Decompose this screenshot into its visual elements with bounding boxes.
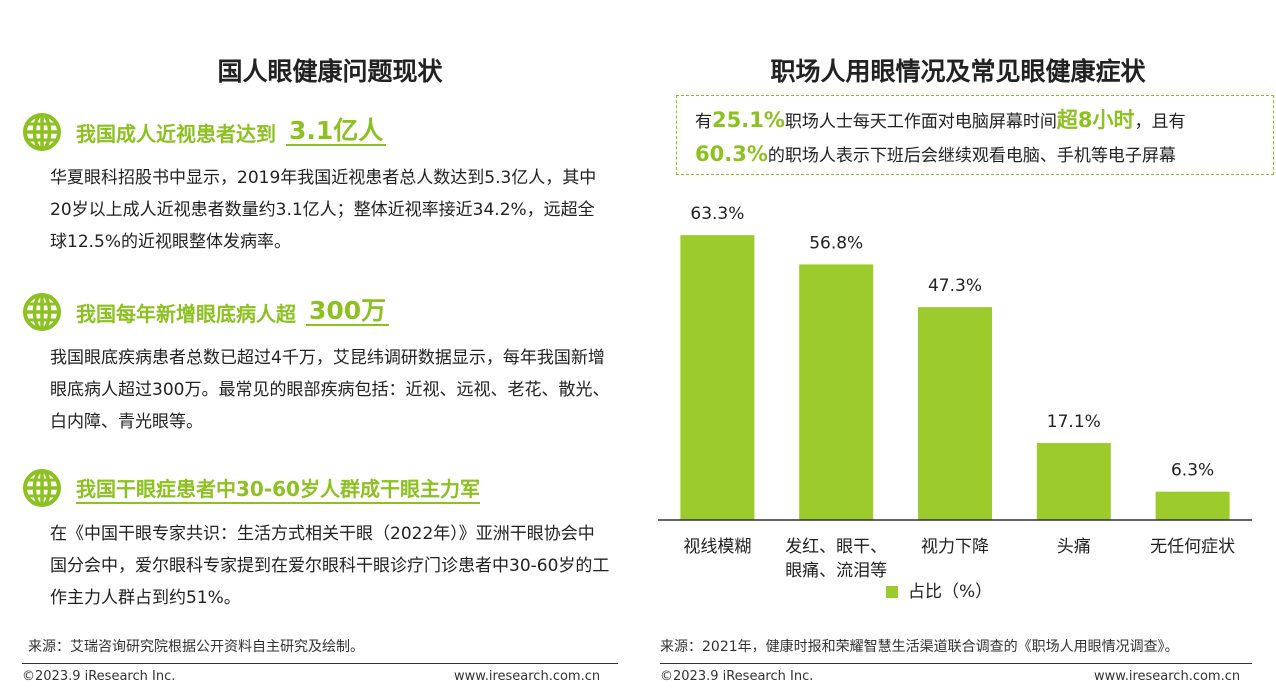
right-footer-divider <box>660 663 1252 664</box>
block-heading: 我国成人近视患者达到 3.1亿人 <box>22 112 622 152</box>
right-source-note: 来源：2021年，健康时报和荣耀智慧生活渠道联合调查的《职场人用眼情况调查》。 <box>660 639 1179 655</box>
block-heading-text: 我国每年新增眼底病人超 <box>76 301 296 326</box>
category-label: 视线模糊 <box>683 537 751 557</box>
myopia-block: 我国成人近视患者达到 3.1亿人 华夏眼科招股书中显示，2019年我国近视患者总… <box>22 112 622 258</box>
left-footer-copyright: ©2023.9 iResearch Inc. <box>22 669 176 684</box>
callout-text: ，且有 <box>1134 112 1186 132</box>
callout-text: 职场人士每天工作面对电脑屏幕时间 <box>784 112 1057 132</box>
legend-swatch <box>886 586 898 598</box>
callout-text: 有 <box>695 112 712 132</box>
globe-icon <box>23 469 61 507</box>
callout-highlight: 60.3% <box>695 142 768 166</box>
block-heading: 我国每年新增眼底病人超 300万 <box>22 292 622 332</box>
category-label: 视力下降 <box>921 537 989 557</box>
right-footer-copyright: ©2023.9 iResearch Inc. <box>660 669 814 684</box>
globe-icon <box>23 293 61 331</box>
symptom-bar-chart: 63.3% 视线模糊 56.8% 发红、眼干、 眼痛、流泪等 47.3% 视力下降 17.1%… <box>640 185 1276 625</box>
block-body-text: 我国眼底疾病患者总数已超过4千万，艾昆纬调研数据显示，每年我国新增眼底病人超过3… <box>50 348 610 432</box>
category-label: 无任何症状 <box>1150 537 1235 557</box>
bar-value-label: 56.8% <box>809 233 863 253</box>
right-panel: 职场人用眼情况及常见眼健康症状 有25.1%职场人士每天工作面对电脑屏幕时间超8… <box>640 0 1276 688</box>
block-body-text: 在《中国干眼专家共识：生活方式相关干眼（2022年）》亚洲干眼协会中国分会中，爱… <box>50 524 610 608</box>
chart-bar <box>680 235 755 520</box>
globe-icon <box>23 113 61 151</box>
legend-label: 占比（%） <box>908 582 992 602</box>
chart-bar <box>1155 491 1230 520</box>
bar-value-label: 17.1% <box>1047 412 1101 432</box>
callout-highlight: 超8小时 <box>1056 108 1135 132</box>
category-label: 眼痛、流泪等 <box>785 561 887 581</box>
category-label: 头痛 <box>1057 537 1091 557</box>
category-label: 发红、眼干、 <box>785 537 887 557</box>
bar-value-label: 63.3% <box>690 204 744 224</box>
chart-canvas: 63.3% 视线模糊 56.8% 发红、眼干、眼痛、流泪等 47.3% 视力下降 17.1%… <box>658 204 1252 602</box>
left-footer-divider <box>22 663 618 664</box>
left-footer-url: www.iresearch.com.cn <box>454 669 601 684</box>
chart-bar <box>918 307 992 520</box>
block-heading-highlight: 300万 <box>306 297 390 327</box>
block-heading-text: 我国成人近视患者达到 <box>76 121 276 146</box>
block-heading: 我国干眼症患者中30-60岁人群成干眼主力军 <box>22 468 622 508</box>
left-panel-title: 国人眼健康问题现状 <box>217 57 443 86</box>
block-body-text: 华夏眼科招股书中显示，2019年我国近视患者总人数达到5.3亿人，其中20岁以上… <box>50 168 597 252</box>
right-footer-url: www.iresearch.com.cn <box>1094 669 1241 684</box>
callout-box: 有25.1%职场人士每天工作面对电脑屏幕时间超8小时，且有 60.3%的职场人表示… <box>676 95 1274 175</box>
callout-highlight: 25.1% <box>712 108 785 132</box>
right-panel-title: 职场人用眼情况及常见眼健康症状 <box>770 57 1146 86</box>
left-panel: 国人眼健康问题现状 我国成人近视患者达到 3.1亿人 华夏眼科招股书中显示，20… <box>0 0 630 688</box>
callout-text: 的职场人表示下班后会继续观看电脑、手机等电子屏幕 <box>767 146 1176 166</box>
block-heading-text: 我国干眼症患者中30-60岁人群成干眼主力军 <box>76 473 480 504</box>
fundus-block: 我国每年新增眼底病人超 300万 我国眼底疾病患者总数已超过4千万，艾昆纬调研数… <box>22 292 622 438</box>
chart-bar <box>799 264 874 520</box>
dry-eye-block: 我国干眼症患者中30-60岁人群成干眼主力军 在《中国干眼专家共识：生活方式相关… <box>22 468 622 614</box>
left-source-note: 来源：艾瑞咨询研究院根据公开资料自主研究及绘制。 <box>28 639 364 655</box>
chart-bar <box>1036 443 1111 520</box>
block-heading-highlight: 3.1亿人 <box>286 117 387 147</box>
bar-value-label: 47.3% <box>928 276 982 296</box>
bar-value-label: 6.3% <box>1171 461 1214 481</box>
